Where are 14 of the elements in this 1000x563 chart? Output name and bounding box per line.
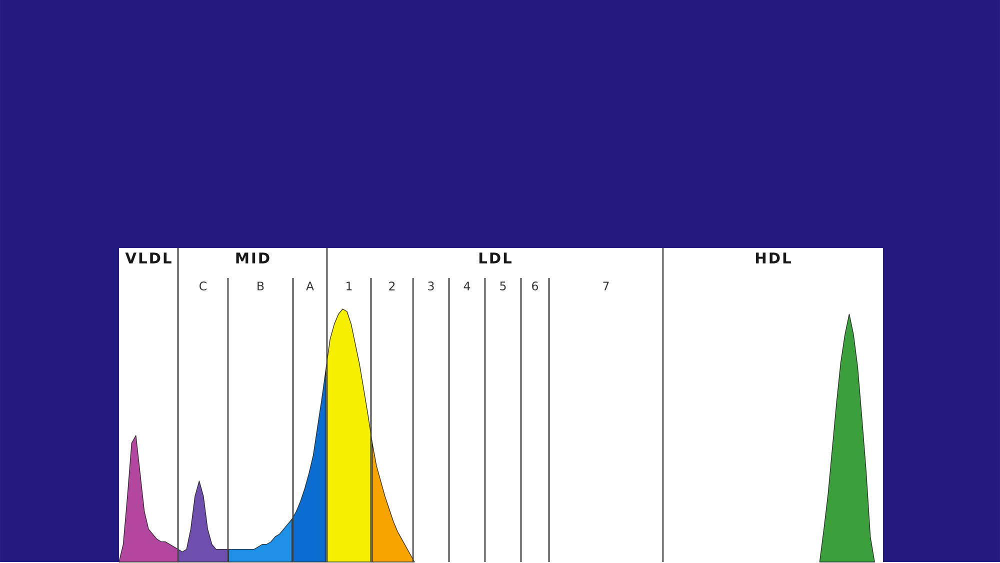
text: 7	[603, 282, 609, 290]
text: A	[306, 282, 314, 290]
text: 2	[389, 282, 395, 290]
text: 1	[346, 282, 352, 290]
text: 3	[428, 282, 434, 291]
text: 6	[532, 282, 538, 291]
text: 5	[500, 282, 506, 290]
text: HDL	[756, 252, 791, 264]
text: MID	[236, 252, 270, 264]
text: B	[258, 282, 264, 290]
text: LDL	[479, 252, 512, 264]
text: C	[200, 282, 206, 291]
text: VLDL	[125, 252, 172, 264]
text: 4	[464, 282, 470, 290]
